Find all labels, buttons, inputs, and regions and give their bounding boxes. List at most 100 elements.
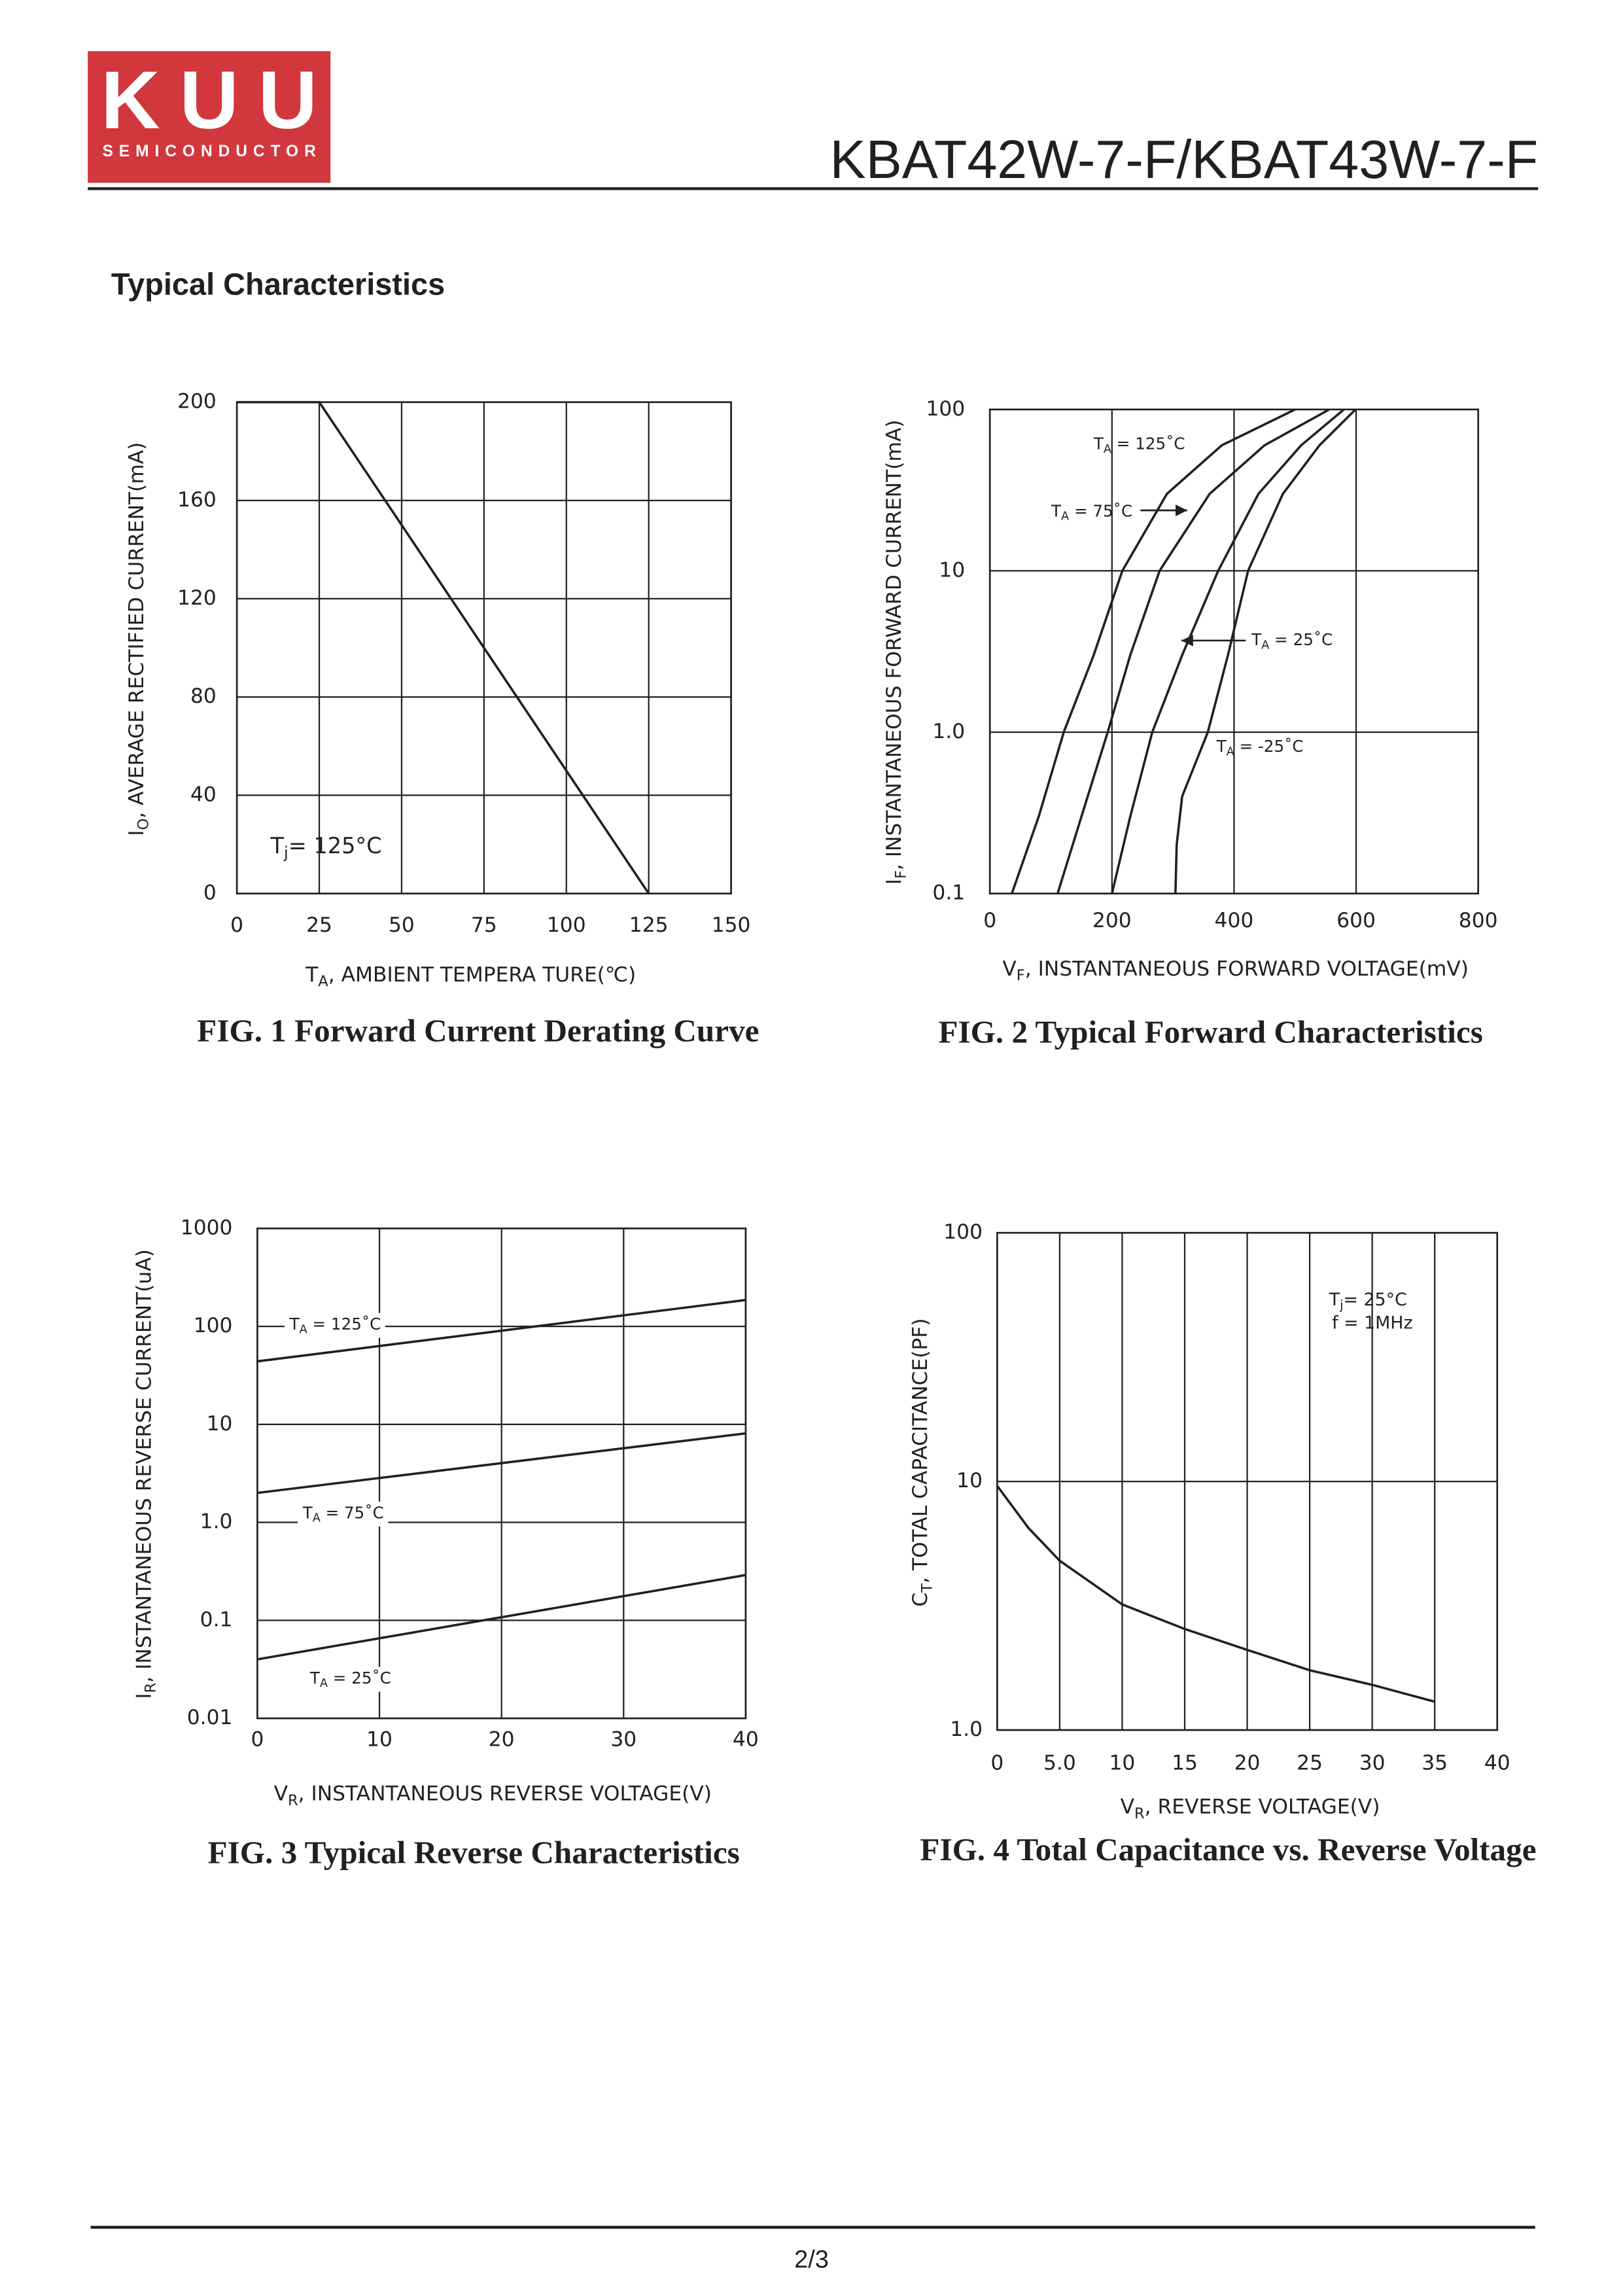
x-tick-label: 25 (306, 913, 332, 937)
annotation: f = 1MHz (1332, 1313, 1412, 1333)
x-tick-label: 50 (389, 913, 415, 937)
label-background (305, 1667, 396, 1692)
x-axis-label-sub: R (1134, 1805, 1145, 1822)
annotation-text: = 125°C (288, 833, 382, 858)
curve (257, 1574, 746, 1661)
y-axis-label: IO, AVERAGE RECTIFIED CURRENT(mA) (125, 442, 152, 836)
page-number: 2/3 (794, 2246, 829, 2273)
series-label: TA = -25˚C (1216, 737, 1304, 758)
y-axis-label-sub: F (892, 870, 909, 879)
x-tick-label: 800 (1459, 909, 1498, 932)
x-axis-label: VR, INSTANTANEOUS REVERSE VOLTAGE(V) (274, 1782, 712, 1809)
x-tick-label: 25 (1297, 1751, 1323, 1775)
curve (1011, 408, 1296, 894)
series-label: TA = 25˚C (309, 1669, 391, 1690)
series-label-sub: A (1104, 443, 1111, 456)
x-tick-label: 400 (1215, 909, 1254, 932)
x-tick-label: 0 (990, 1751, 1003, 1775)
x-axis-label-text: , REVERSE VOLTAGE(V) (1145, 1795, 1380, 1818)
y-axis-label: IF, INSTANTANEOUS FORWARD CURRENT(mA) (882, 419, 909, 885)
series-label-sub: A (1227, 745, 1234, 758)
x-tick-label: 40 (733, 1728, 759, 1752)
y-axis-label-text: , INSTANTANEOUS FORWARD CURRENT(mA) (882, 419, 906, 870)
header-title: KBAT42W-7-F/KBAT43W-7-F (829, 129, 1538, 190)
x-axis-label-sub: R (288, 1792, 298, 1809)
y-axis-label: CT, TOTAL CAPACITANCE(PF) (909, 1318, 935, 1607)
x-axis-label-sub: F (1017, 967, 1025, 984)
figure-title: FIG. 3 Typical Reverse Characteristics (208, 1835, 740, 1871)
x-axis-label-main: V (1002, 957, 1017, 981)
arrow-head (1181, 635, 1193, 646)
series-label-sub: A (1261, 639, 1269, 652)
logo-box (88, 51, 331, 183)
x-axis-label-main: T (305, 963, 319, 987)
y-tick-label: 1.0 (932, 720, 965, 743)
x-axis-label: VR, REVERSE VOLTAGE(V) (1121, 1795, 1380, 1822)
series-label-main: T (309, 1669, 321, 1687)
y-tick-label: 200 (177, 390, 217, 414)
curve (1111, 408, 1345, 894)
y-axis-label-sub: O (135, 819, 152, 830)
x-tick-label: 0 (230, 913, 243, 937)
y-tick-label: 1.0 (950, 1718, 983, 1741)
y-axis-label-main: I (882, 879, 906, 885)
label-background (284, 1313, 386, 1338)
x-tick-label: 0 (251, 1728, 264, 1752)
arrow-head (1176, 504, 1187, 516)
y-axis-label-sub: T (918, 1583, 935, 1593)
y-tick-label: 10 (956, 1469, 983, 1492)
series-label-main: T (302, 1503, 313, 1522)
series-label-main: T (1251, 630, 1262, 649)
plot-frame (236, 401, 732, 894)
series-label-main: T (1093, 434, 1104, 453)
series-label-text: = -25˚C (1234, 737, 1304, 756)
x-axis-label-main: V (274, 1782, 288, 1805)
curve (1174, 408, 1357, 894)
figure-title: FIG. 2 Typical Forward Characteristics (938, 1014, 1482, 1050)
plot-frame (256, 1227, 747, 1720)
y-axis-label-main: I (132, 1693, 156, 1699)
series-label: TA = 75˚C (1051, 501, 1132, 523)
series-label-text: = 75˚C (1069, 501, 1132, 520)
series-label-main: T (1051, 501, 1062, 520)
y-tick-label: 40 (190, 783, 217, 806)
annotation-main: T (270, 833, 285, 858)
series-label-main: T (1216, 737, 1227, 756)
x-tick-label: 15 (1172, 1751, 1198, 1775)
x-tick-label: 100 (547, 913, 586, 937)
x-tick-label: 10 (366, 1728, 393, 1752)
annotation: Tj= 25°C (1329, 1289, 1407, 1312)
x-tick-label: 30 (610, 1728, 637, 1752)
figure-title: FIG. 4 Total Capacitance vs. Reverse Vol… (920, 1831, 1536, 1867)
annotation-text: = 25°C (1343, 1289, 1406, 1309)
x-tick-label: 10 (1109, 1751, 1136, 1775)
y-tick-label: 100 (943, 1220, 983, 1244)
section-title: Typical Characteristics (111, 267, 445, 301)
y-tick-label: 80 (190, 684, 217, 708)
label-background (298, 1502, 389, 1527)
annotation-sub: j (1339, 1297, 1343, 1312)
series-label: TA = 75˚C (302, 1503, 384, 1525)
series-label: TA = 125˚C (1093, 434, 1185, 455)
annotation-sub: j (283, 843, 288, 862)
x-tick-label: 75 (471, 913, 497, 937)
x-tick-label: 35 (1422, 1751, 1448, 1775)
y-axis-label-text: , AVERAGE RECTIFIED CURRENT(mA) (125, 442, 148, 819)
y-tick-label: 0.1 (200, 1608, 233, 1631)
series-label: TA = 125˚C (289, 1315, 381, 1336)
series-label-text: = 25˚C (1269, 630, 1333, 649)
x-axis-label-main: V (1121, 1795, 1135, 1818)
annotation-text: f = 1MHz (1332, 1313, 1412, 1333)
annotation: Tj= 125°C (270, 833, 382, 862)
series-label: TA = 25˚C (1251, 630, 1333, 652)
annotation-main: T (1329, 1289, 1340, 1309)
logo-text: KUU (101, 54, 317, 146)
y-tick-label: 100 (926, 397, 965, 421)
series-label-sub: A (313, 1512, 321, 1525)
y-tick-label: 0 (203, 881, 217, 905)
y-tick-label: 160 (177, 488, 217, 512)
x-tick-label: 30 (1359, 1751, 1386, 1775)
y-axis-label-main: I (125, 830, 148, 836)
